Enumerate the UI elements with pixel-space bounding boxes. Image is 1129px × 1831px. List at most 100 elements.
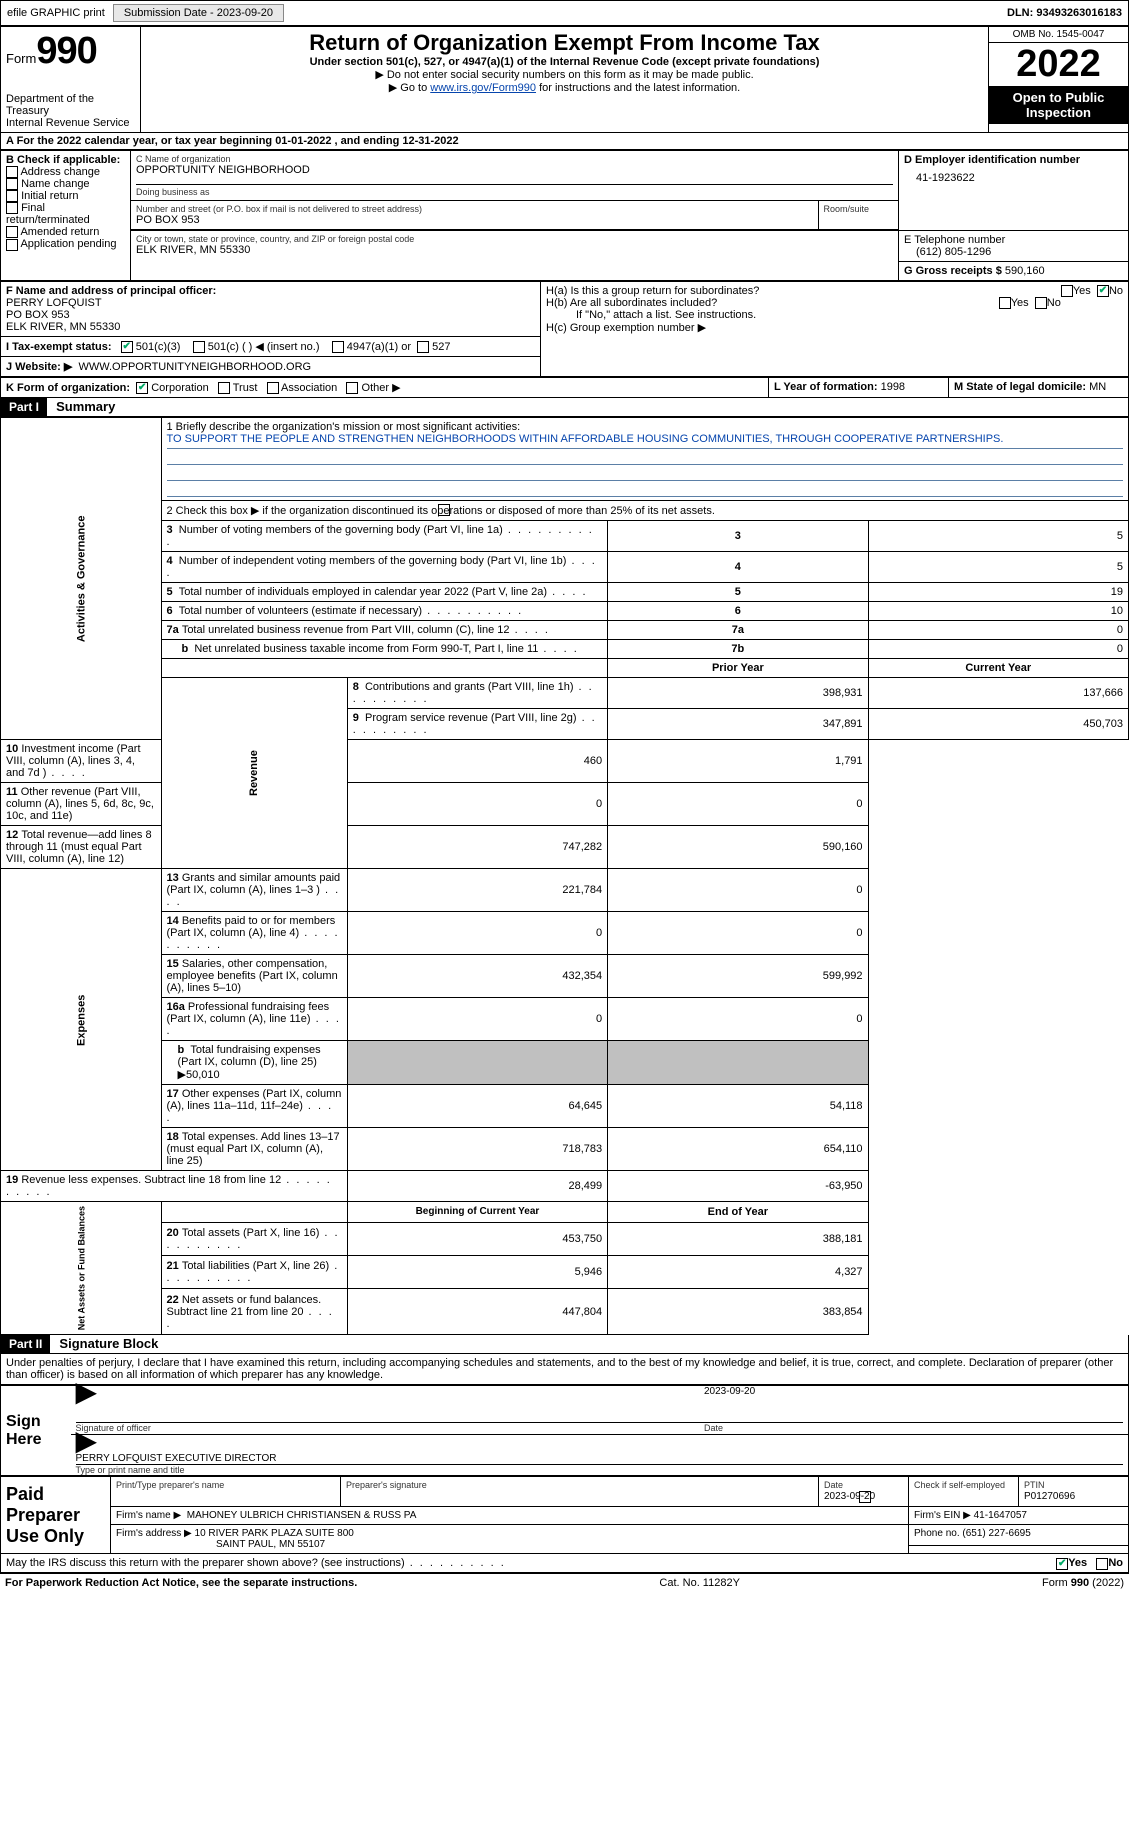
summary-table: Activities & Governance 1 Briefly descri… — [0, 417, 1129, 1335]
signature-table: Sign Here ▶ 2023-09-20 Signature of offi… — [0, 1385, 1129, 1476]
tax-exempt-label: I Tax-exempt status: — [6, 341, 112, 353]
prior-year-header: Prior Year — [608, 659, 868, 678]
dba-label: Doing business as — [136, 187, 893, 197]
dept-treasury: Department of the Treasury — [6, 93, 135, 117]
phone-value: (612) 805-1296 — [904, 246, 1123, 258]
discuss-no[interactable] — [1096, 1558, 1108, 1570]
chk-501c[interactable] — [193, 341, 205, 353]
year-formation-label: L Year of formation: — [774, 381, 878, 393]
check-self-employed: Check if self-employed — [914, 1480, 1005, 1490]
omb-number: OMB No. 1545-0047 — [989, 27, 1128, 43]
type-name-label: Type or print name and title — [76, 1465, 1124, 1475]
form-subtitle: Under section 501(c), 527, or 4947(a)(1)… — [146, 56, 983, 68]
h-c-row: H(c) Group exemption number ▶ — [546, 321, 1123, 334]
chk-self-employed[interactable] — [859, 1491, 871, 1503]
section-b-label: B Check if applicable: — [6, 154, 125, 166]
officer-label: F Name and address of principal officer: — [6, 285, 535, 297]
net-line-20: 20 Total assets (Part X, line 16)453,750… — [1, 1222, 1129, 1255]
hb-no[interactable] — [1035, 297, 1047, 309]
part1-title: Summary — [50, 399, 115, 414]
year-formation: 1998 — [881, 381, 905, 393]
form-org-label: K Form of organization: — [6, 382, 130, 394]
ptin-value: P01270696 — [1024, 1491, 1075, 1502]
chk-527[interactable] — [417, 341, 429, 353]
gov-line-7b: b Net unrelated business taxable income … — [1, 640, 1129, 659]
mission-text: TO SUPPORT THE PEOPLE AND STRENGTHEN NEI… — [167, 433, 1124, 449]
ha-yes[interactable] — [1061, 285, 1073, 297]
chk-assoc[interactable] — [267, 382, 279, 394]
firm-name: MAHONEY ULBRICH CHRISTIANSEN & RUSS PA — [187, 1510, 417, 1521]
discuss-yes[interactable] — [1056, 1558, 1068, 1570]
exp-line-17: 17 Other expenses (Part IX, column (A), … — [1, 1085, 1129, 1128]
officer-name-title: PERRY LOFQUIST EXECUTIVE DIRECTOR — [76, 1453, 1124, 1465]
org-info-block: B Check if applicable: Address change Na… — [0, 150, 1129, 281]
website-value: WWW.OPPORTUNITYNEIGHBORHOOD.ORG — [78, 361, 311, 373]
paperwork-notice: For Paperwork Reduction Act Notice, see … — [5, 1577, 357, 1589]
gov-line-6: 6 Total number of volunteers (estimate i… — [1, 602, 1129, 621]
net-line-22: 22 Net assets or fund balances. Subtract… — [1, 1289, 1129, 1335]
prep-name-label: Print/Type preparer's name — [116, 1480, 224, 1490]
domicile-label: M State of legal domicile: — [954, 381, 1086, 393]
cat-no: Cat. No. 11282Y — [659, 1577, 740, 1589]
topbar: efile GRAPHIC print Submission Date - 20… — [0, 0, 1129, 26]
gov-line-3: 3 Number of voting members of the govern… — [1, 521, 1129, 552]
perjury-statement: Under penalties of perjury, I declare th… — [0, 1354, 1129, 1385]
net-line-21: 21 Total liabilities (Part X, line 26)5,… — [1, 1255, 1129, 1288]
gov-line-4: 4 Number of independent voting members o… — [1, 552, 1129, 583]
chk-other[interactable] — [346, 382, 358, 394]
chk-discontinued[interactable] — [438, 504, 450, 516]
form-number: 990 — [36, 30, 96, 72]
ha-no[interactable] — [1097, 285, 1109, 297]
line1-label: 1 Briefly describe the organization's mi… — [167, 421, 1124, 433]
org-name: OPPORTUNITY NEIGHBORHOOD — [136, 164, 893, 176]
dln-label: DLN: 93493263016183 — [1007, 7, 1122, 19]
vlabel-netassets: Net Assets or Fund Balances — [1, 1202, 162, 1335]
firm-addr1: 10 RIVER PARK PLAZA SUITE 800 — [195, 1528, 354, 1539]
begin-year-header: Beginning of Current Year — [347, 1202, 607, 1222]
sig-date-label: Date — [704, 1423, 723, 1433]
firm-phone-label: Phone no. — [914, 1528, 960, 1539]
city-value: ELK RIVER, MN 55330 — [136, 244, 893, 256]
firm-phone: (651) 227-6695 — [962, 1528, 1030, 1539]
chk-app-pending[interactable]: Application pending — [6, 238, 125, 250]
exp-line-16a: 16a Professional fundraising fees (Part … — [1, 998, 1129, 1041]
ein-value: 41-1923622 — [904, 166, 1123, 184]
chk-501c3[interactable] — [121, 341, 133, 353]
efile-label: efile GRAPHIC print — [7, 7, 105, 19]
chk-final-return[interactable]: Final return/terminated — [6, 202, 125, 226]
discuss-row: May the IRS discuss this return with the… — [0, 1554, 1129, 1573]
hb-yes[interactable] — [999, 297, 1011, 309]
chk-amended[interactable]: Amended return — [6, 226, 125, 238]
street-label: Number and street (or P.O. box if mail i… — [136, 204, 813, 214]
city-label: City or town, state or province, country… — [136, 234, 893, 244]
instr-ssn: ▶ Do not enter social security numbers o… — [146, 68, 983, 81]
officer-addr1: PO BOX 953 — [6, 309, 535, 321]
part2-header: Part II — [1, 1335, 50, 1353]
website-label: J Website: ▶ — [6, 361, 72, 373]
tax-year: 2022 — [989, 43, 1128, 86]
chk-trust[interactable] — [218, 382, 230, 394]
section-a-period: A For the 2022 calendar year, or tax yea… — [0, 133, 1129, 150]
chk-name-change[interactable]: Name change — [6, 178, 125, 190]
street-value: PO BOX 953 — [136, 214, 813, 226]
exp-line-14: 14 Benefits paid to or for members (Part… — [1, 912, 1129, 955]
chk-address-change[interactable]: Address change — [6, 166, 125, 178]
irs-link[interactable]: www.irs.gov/Form990 — [430, 82, 536, 94]
org-name-label: C Name of organization — [136, 154, 893, 164]
irs-label: Internal Revenue Service — [6, 117, 135, 129]
prep-sig-label: Preparer's signature — [346, 1480, 427, 1490]
gov-line-5: 5 Total number of individuals employed i… — [1, 583, 1129, 602]
vlabel-expenses: Expenses — [1, 869, 162, 1171]
officer-name: PERRY LOFQUIST — [6, 297, 535, 309]
h-b-note: If "No," attach a list. See instructions… — [546, 309, 1123, 321]
line2: 2 Check this box ▶ if the organization d… — [161, 501, 1129, 521]
phone-label: E Telephone number — [904, 234, 1123, 246]
chk-initial-return[interactable]: Initial return — [6, 190, 125, 202]
submission-date-button[interactable]: Submission Date - 2023-09-20 — [113, 4, 284, 22]
gross-receipts-label: G Gross receipts $ — [904, 265, 1002, 277]
chk-corp[interactable] — [136, 382, 148, 394]
chk-4947[interactable] — [332, 341, 344, 353]
exp-line-15: 15 Salaries, other compensation, employe… — [1, 955, 1129, 998]
form-title: Return of Organization Exempt From Incom… — [146, 30, 983, 56]
gross-receipts-value: 590,160 — [1005, 265, 1045, 277]
